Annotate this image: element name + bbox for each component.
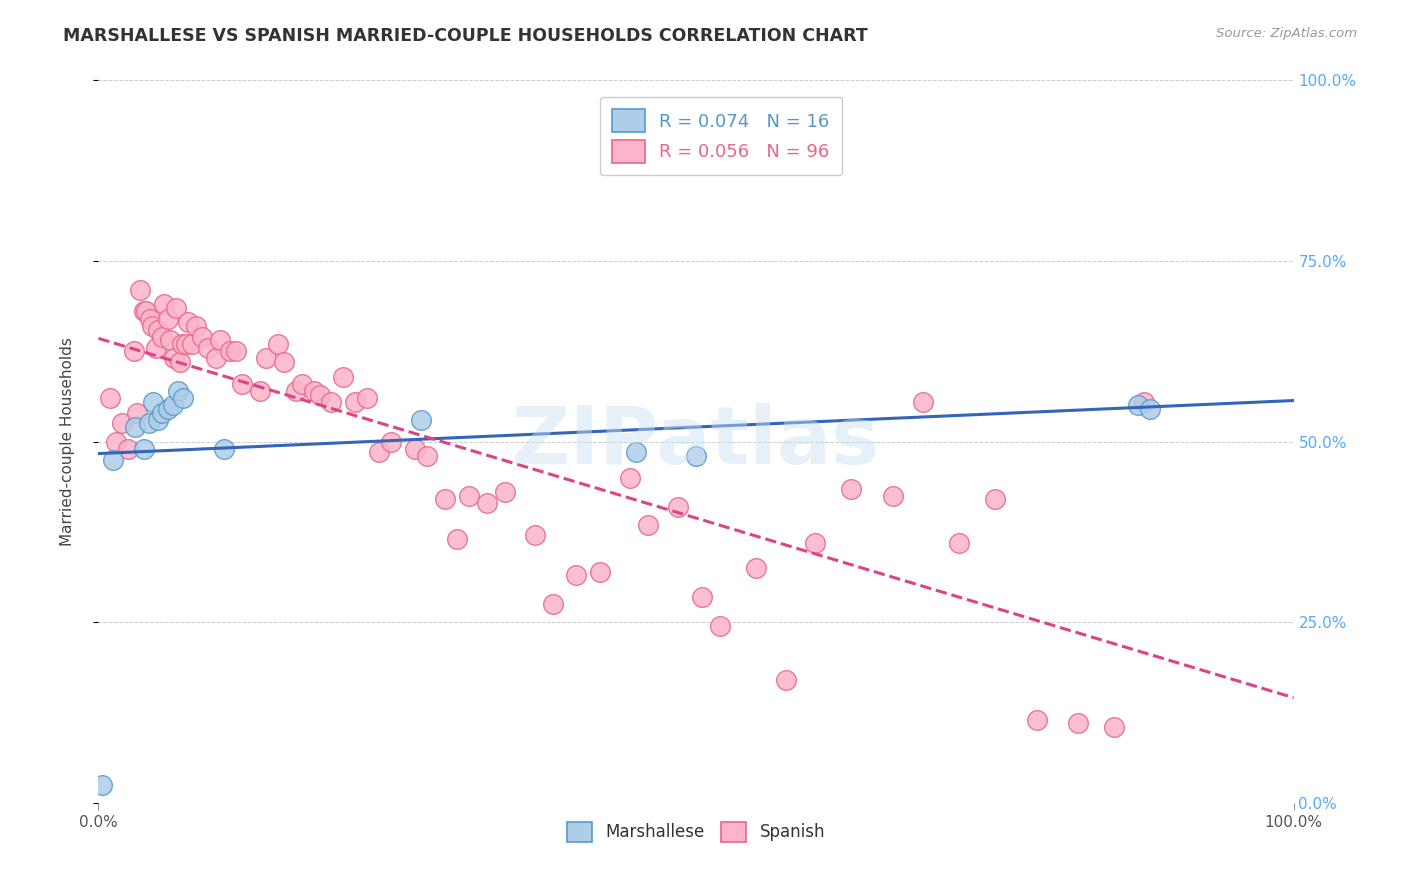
Point bbox=[101, 452, 124, 467]
Point bbox=[148, 413, 170, 427]
Point bbox=[380, 434, 402, 449]
Point bbox=[411, 413, 433, 427]
Legend: Marshallese, Spanish: Marshallese, Spanish bbox=[560, 815, 832, 848]
Point bbox=[124, 420, 146, 434]
Point bbox=[666, 500, 689, 514]
Point bbox=[142, 394, 165, 409]
Point bbox=[165, 301, 187, 315]
Point bbox=[416, 449, 439, 463]
Point bbox=[984, 492, 1007, 507]
Point bbox=[91, 778, 114, 792]
Point bbox=[273, 355, 295, 369]
Point bbox=[685, 449, 707, 463]
Point bbox=[132, 304, 155, 318]
Point bbox=[1128, 398, 1150, 412]
Point bbox=[368, 445, 391, 459]
Point bbox=[138, 417, 160, 431]
Point bbox=[356, 391, 378, 405]
Point bbox=[709, 619, 731, 633]
Point bbox=[212, 442, 235, 456]
Point bbox=[344, 394, 367, 409]
Point bbox=[172, 391, 194, 405]
Text: MARSHALLESE VS SPANISH MARRIED-COUPLE HOUSEHOLDS CORRELATION CHART: MARSHALLESE VS SPANISH MARRIED-COUPLE HO… bbox=[63, 27, 868, 45]
Point bbox=[129, 283, 152, 297]
Point bbox=[209, 334, 232, 348]
Point bbox=[1139, 402, 1161, 417]
Point bbox=[267, 337, 290, 351]
Point bbox=[745, 561, 768, 575]
Point bbox=[1067, 716, 1090, 731]
Point bbox=[141, 318, 163, 333]
Point bbox=[804, 535, 827, 549]
Point bbox=[197, 341, 219, 355]
Point bbox=[139, 311, 162, 326]
Point bbox=[117, 442, 139, 456]
Point bbox=[332, 369, 354, 384]
Y-axis label: Married-couple Households: Married-couple Households bbox=[60, 337, 75, 546]
Point bbox=[948, 535, 970, 549]
Point bbox=[172, 337, 194, 351]
Point bbox=[150, 330, 173, 344]
Point bbox=[148, 322, 170, 336]
Point bbox=[150, 406, 173, 420]
Point bbox=[494, 485, 516, 500]
Point bbox=[162, 398, 184, 412]
Point bbox=[404, 442, 426, 456]
Point bbox=[882, 489, 904, 503]
Point bbox=[231, 376, 253, 391]
Point bbox=[308, 387, 330, 401]
Point bbox=[775, 673, 797, 687]
Point bbox=[174, 337, 197, 351]
Point bbox=[153, 297, 176, 311]
Point bbox=[637, 517, 659, 532]
Point bbox=[446, 532, 468, 546]
Point bbox=[163, 351, 186, 366]
Point bbox=[1104, 720, 1126, 734]
Point bbox=[475, 496, 498, 510]
Point bbox=[124, 344, 146, 359]
Point bbox=[132, 442, 155, 456]
Point bbox=[98, 391, 122, 405]
Point bbox=[177, 315, 200, 329]
Point bbox=[912, 394, 935, 409]
Point bbox=[565, 568, 588, 582]
Point bbox=[1025, 713, 1047, 727]
Point bbox=[204, 351, 226, 366]
Point bbox=[145, 341, 167, 355]
Point bbox=[191, 330, 214, 344]
Point bbox=[135, 304, 157, 318]
Point bbox=[841, 482, 863, 496]
Point bbox=[254, 351, 277, 366]
Point bbox=[626, 445, 648, 459]
Point bbox=[156, 402, 179, 417]
Point bbox=[619, 471, 641, 485]
Point bbox=[167, 384, 190, 398]
Point bbox=[302, 384, 325, 398]
Point bbox=[523, 528, 546, 542]
Point bbox=[111, 417, 134, 431]
Point bbox=[159, 334, 181, 348]
Point bbox=[156, 311, 179, 326]
Point bbox=[1133, 394, 1156, 409]
Point bbox=[434, 492, 457, 507]
Point bbox=[105, 434, 128, 449]
Point bbox=[690, 590, 713, 604]
Point bbox=[225, 344, 247, 359]
Point bbox=[169, 355, 191, 369]
Point bbox=[321, 394, 343, 409]
Point bbox=[458, 489, 481, 503]
Text: Source: ZipAtlas.com: Source: ZipAtlas.com bbox=[1216, 27, 1357, 40]
Text: ZIPatlas: ZIPatlas bbox=[512, 402, 880, 481]
Point bbox=[125, 406, 148, 420]
Point bbox=[589, 565, 612, 579]
Point bbox=[249, 384, 271, 398]
Point bbox=[291, 376, 314, 391]
Point bbox=[284, 384, 307, 398]
Point bbox=[180, 337, 202, 351]
Point bbox=[541, 597, 564, 611]
Point bbox=[186, 318, 208, 333]
Point bbox=[219, 344, 242, 359]
